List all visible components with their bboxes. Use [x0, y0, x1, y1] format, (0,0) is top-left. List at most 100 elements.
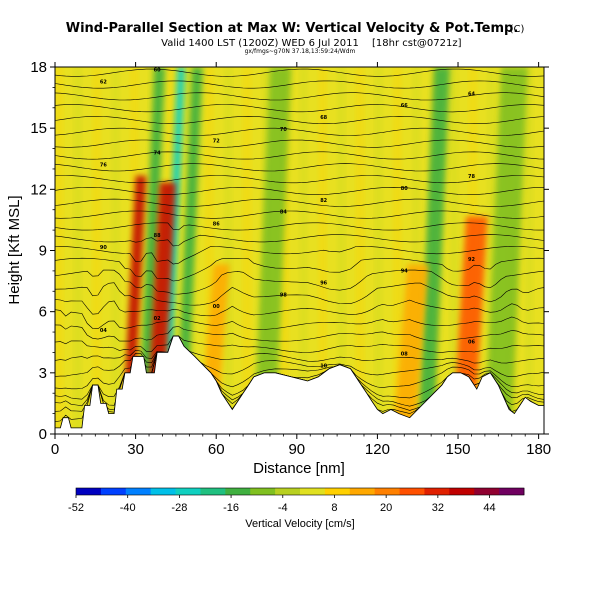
colorbar-swatch: [324, 488, 351, 495]
contour-label: 88: [154, 233, 161, 239]
contour-label: 64: [468, 91, 475, 97]
isentrope-line: [55, 163, 544, 172]
colorbar-swatch: [76, 488, 102, 495]
y-tick-label: 6: [39, 304, 47, 321]
field-band: [111, 67, 120, 434]
contour-label: 82: [320, 198, 327, 204]
field-band: [487, 67, 496, 434]
isentrope-line: [55, 151, 544, 160]
contour-label: 76: [100, 162, 107, 168]
y-axis-label: Height [Kft MSL]: [6, 195, 23, 304]
y-tick-label: 15: [30, 120, 47, 137]
contour-label: 00: [213, 304, 220, 310]
terrain-mask: [55, 335, 544, 434]
downdraft-patch: [138, 67, 166, 434]
colorbar-tick-label: -52: [68, 502, 84, 514]
colorbar-ticks: -52 -40 -28 -16 -4 8 20 32 44: [68, 495, 496, 514]
field-band: [55, 67, 64, 434]
x-tick-label: 0: [51, 441, 59, 458]
isentrope-line: [55, 335, 544, 378]
x-tick-label: 90: [288, 441, 305, 458]
valid-time-line: Valid 1400 LST (1200Z) WED 6 Jul 2011: [161, 38, 359, 49]
isentrope-line: [55, 104, 544, 113]
y-axis: 0 3 6 9 12 15 18: [30, 59, 549, 443]
contour-label: 62: [100, 80, 107, 86]
colorbar-tick-label: -40: [120, 502, 136, 514]
field-band: [412, 67, 421, 434]
colorbar-tick-label: 8: [331, 502, 337, 514]
y-tick-label: 3: [39, 365, 47, 382]
colorbar-swatch: [300, 488, 326, 495]
colorbar-swatch: [275, 488, 301, 495]
isentrope-line: [55, 269, 544, 295]
isentrope-line: [55, 127, 544, 136]
isentrope-line: [55, 68, 544, 77]
field-band: [525, 67, 534, 434]
forecast-cast-note: [18hr cst@0721z]: [372, 38, 462, 49]
isentrope-line: [55, 139, 544, 148]
x-tick-label: 180: [526, 441, 551, 458]
contour-label: 86: [213, 221, 220, 227]
downdraft-patch: [253, 67, 292, 434]
isentrope-line: [55, 175, 544, 184]
colorbar-swatch: [474, 488, 500, 495]
isentrope-line: [55, 246, 544, 265]
field-band: [374, 67, 383, 434]
contour-label: 72: [213, 139, 220, 145]
colorbar-tick-label: 20: [380, 502, 392, 514]
colorbar-swatch: [424, 488, 450, 495]
contour-label: 08: [401, 352, 408, 358]
colorbar-tick-label: 32: [432, 502, 444, 514]
field-band: [280, 67, 289, 434]
colorbar-swatch: [225, 488, 251, 495]
isentrope-line: [55, 210, 544, 219]
colorbar-label: Vertical Velocity [cm/s]: [245, 518, 354, 530]
colorbar-swatch: [449, 488, 475, 495]
x-tick-label: 120: [365, 441, 390, 458]
field-band: [92, 67, 101, 434]
field-band: [243, 67, 252, 434]
isentrope-line: [55, 186, 544, 195]
field-band: [73, 67, 82, 434]
isentrope-line: [55, 324, 544, 342]
downdraft-patch: [484, 67, 528, 434]
contour-label: 80: [401, 186, 408, 192]
colorbar-swatch: [175, 488, 201, 495]
updraft-patch: [393, 264, 429, 434]
field-band: [224, 67, 233, 434]
isentrope-line: [55, 222, 544, 231]
colorbar-tick-label: 44: [483, 502, 495, 514]
contour-label: 84: [280, 210, 287, 216]
contour-label: 92: [468, 257, 475, 263]
plot-area: 1816141210080604020098969492908886848280…: [55, 67, 544, 434]
y-tick-label: 0: [39, 426, 47, 443]
contour-label: 60: [154, 68, 161, 74]
contour-label: 70: [280, 127, 287, 133]
contour-label: 98: [280, 292, 287, 298]
isentrope-line: [55, 198, 544, 207]
downdraft-patch: [417, 67, 450, 434]
isentrope-line: [55, 335, 544, 353]
colorbar-frame: [75, 487, 525, 496]
copyright-mark: (C): [510, 24, 525, 35]
y-tick-label: 12: [30, 181, 47, 198]
colorbar-swatch: [100, 488, 127, 495]
isentrope-line: [55, 299, 544, 317]
contour-label: 78: [468, 174, 475, 180]
isentrope-line: [55, 309, 544, 330]
contour-label: 90: [100, 245, 107, 251]
isentrope-line: [55, 80, 544, 89]
y-tick-label: 18: [30, 59, 47, 76]
updraft-patch: [122, 175, 147, 434]
field-band: [337, 67, 346, 434]
colorbar-tick-label: -4: [278, 502, 288, 514]
x-tick-label: 30: [127, 441, 144, 458]
field-band: [299, 67, 308, 434]
colorbar-swatch: [499, 488, 525, 495]
isentrope-line: [55, 234, 544, 247]
isentrope-line: [55, 335, 544, 364]
colorbar-tick-label: -28: [171, 502, 187, 514]
colorbar-swatch: [349, 488, 376, 495]
contour-label: 06: [468, 340, 475, 346]
